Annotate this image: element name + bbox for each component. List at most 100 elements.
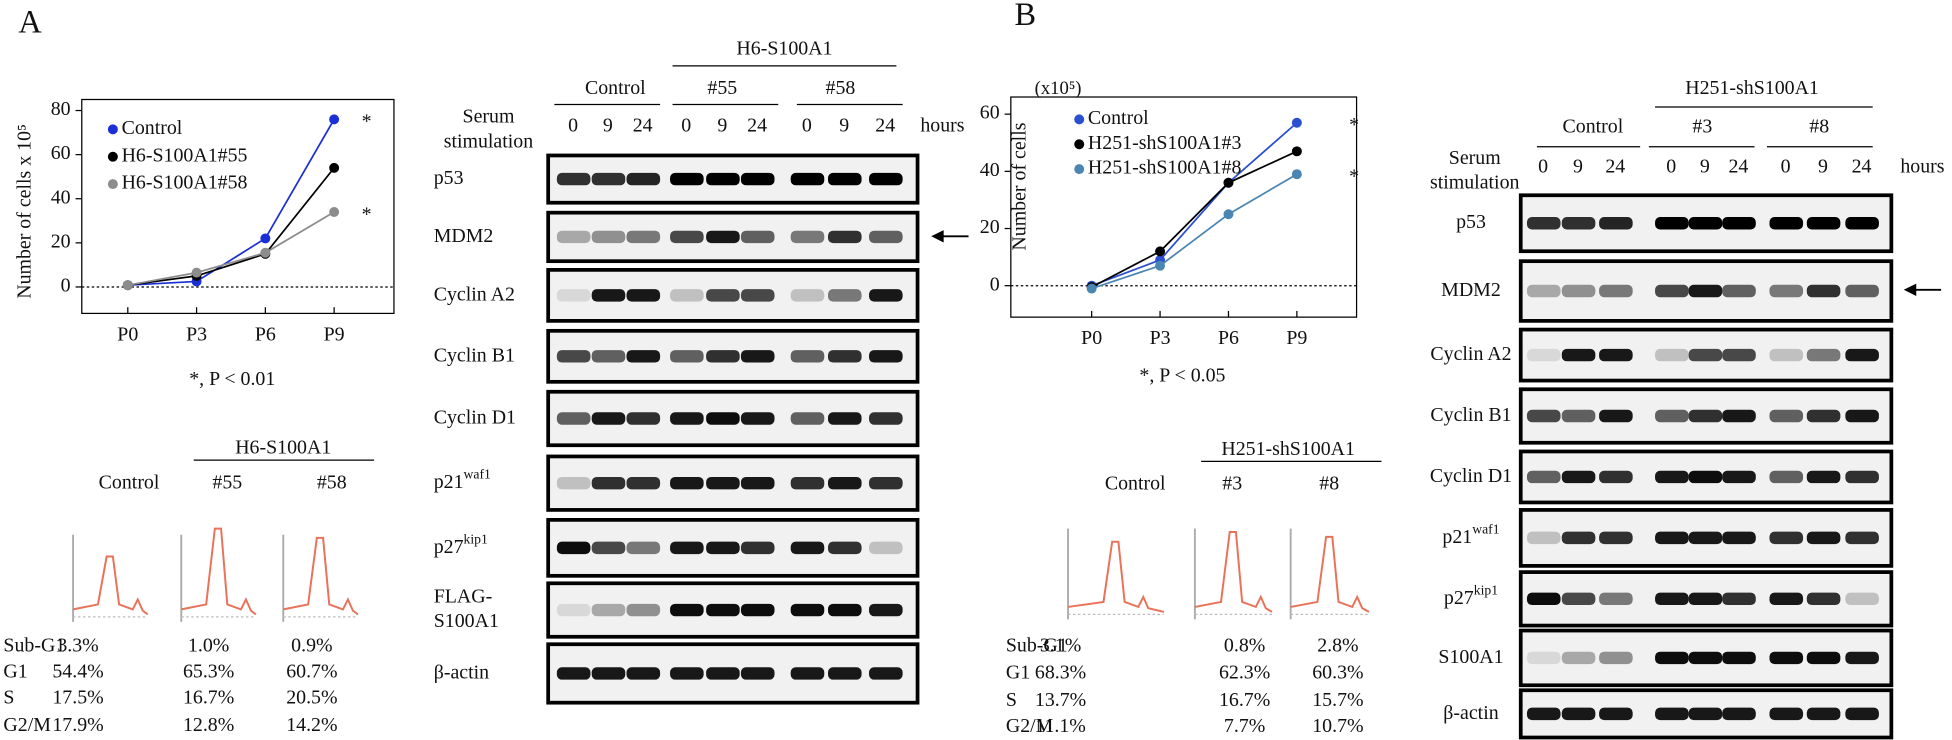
blot-band xyxy=(1526,707,1561,721)
blot-band xyxy=(1526,470,1561,484)
blot-band xyxy=(1599,651,1633,665)
blot-band xyxy=(706,603,740,617)
blot-band xyxy=(670,541,704,555)
y-tick-label: 60 xyxy=(51,142,71,164)
blot-band xyxy=(1688,531,1723,545)
blot-band xyxy=(740,350,775,363)
legend-marker xyxy=(107,179,118,190)
blot-band xyxy=(869,289,903,302)
blot-label: MDM2 xyxy=(434,224,494,246)
series-line xyxy=(1091,150,1298,288)
data-point xyxy=(329,206,340,217)
data-point xyxy=(1155,246,1166,257)
column-label: Control xyxy=(99,471,160,493)
blot-band xyxy=(1561,651,1596,665)
blot-band xyxy=(1526,531,1561,545)
blot-label: p21waf1 xyxy=(1442,522,1499,548)
blot-band xyxy=(869,412,903,425)
blot-band xyxy=(1688,592,1723,606)
phase-value: 15.7% xyxy=(1312,689,1363,711)
blot-label-text: p27 xyxy=(434,535,464,557)
blot-band xyxy=(1722,470,1756,484)
phase-value: 65.3% xyxy=(183,660,234,682)
blot-band xyxy=(706,667,740,680)
blot-band xyxy=(1845,348,1879,362)
blot-band xyxy=(790,541,825,555)
blot-band xyxy=(706,541,740,555)
plot-frame xyxy=(1010,96,1358,318)
y-tick-label: 60 xyxy=(980,102,1000,124)
legend-label: H6-S100A1#58 xyxy=(122,172,248,194)
blot-band xyxy=(556,230,591,244)
phase-value: 17.9% xyxy=(52,714,103,736)
data-point xyxy=(260,233,271,244)
blot-band xyxy=(869,667,903,680)
blot-band xyxy=(1769,592,1804,606)
blot-band xyxy=(790,603,825,617)
blot-band xyxy=(706,476,740,490)
blot-label-text: FLAG- xyxy=(434,585,493,607)
lane-label: 0 xyxy=(802,114,812,136)
lane-label: 0 xyxy=(681,114,691,136)
legend-label: H6-S100A1#55 xyxy=(122,144,248,166)
blot-band xyxy=(828,412,862,425)
y-tick-label: 20 xyxy=(980,216,1000,238)
lane-label: 9 xyxy=(1818,155,1828,177)
blot-label: Cyclin B1 xyxy=(434,344,515,366)
blot-label-text: S100A1 xyxy=(1438,645,1503,667)
blot-band xyxy=(670,412,704,425)
blot-band xyxy=(1599,531,1633,545)
column-label: #8 xyxy=(1319,473,1339,495)
blot-band xyxy=(626,289,661,302)
phase-value: 1.0% xyxy=(188,634,229,656)
blot-label: MDM2 xyxy=(1441,279,1501,301)
blot-band xyxy=(626,412,661,425)
blot-band xyxy=(1722,592,1756,606)
blot-band xyxy=(869,541,903,555)
legend-marker xyxy=(1074,139,1085,150)
blot-band xyxy=(1561,707,1596,721)
x-tick-label: P6 xyxy=(255,323,276,345)
phase-value: 0.8% xyxy=(1224,634,1265,656)
arrow-head xyxy=(1903,283,1917,296)
x-tick-label: P3 xyxy=(186,323,207,345)
blot-band xyxy=(1845,651,1879,665)
blot-band xyxy=(740,541,775,555)
blot-band xyxy=(1806,217,1841,230)
blot-band xyxy=(626,350,661,363)
blot-band xyxy=(591,541,626,555)
blot-band xyxy=(706,412,740,425)
phase-value: 17.5% xyxy=(52,687,103,709)
blot-band xyxy=(828,350,862,363)
phase-value: 54.4% xyxy=(52,660,103,682)
blot-label-text: MDM2 xyxy=(1441,279,1501,301)
group-title: H6-S100A1 xyxy=(235,437,331,459)
annotation: * xyxy=(1349,114,1359,136)
blot-band xyxy=(828,230,862,244)
blot-band xyxy=(556,412,591,425)
column-label: #58 xyxy=(317,471,347,493)
blot-label: p27kip1 xyxy=(1444,583,1498,609)
blot-band xyxy=(670,289,704,302)
histogram-curve xyxy=(72,555,149,616)
blot-band xyxy=(1769,470,1804,484)
blot-band xyxy=(591,350,626,363)
blot-band xyxy=(828,476,862,490)
blot-label: p53 xyxy=(434,167,464,189)
blot-label-text: Cyclin A2 xyxy=(434,283,515,305)
phase-value: 20.5% xyxy=(286,687,337,709)
blot-band xyxy=(1845,531,1879,545)
data-point xyxy=(1291,169,1302,180)
phase-value: 16.7% xyxy=(1219,689,1270,711)
data-point xyxy=(1086,283,1097,294)
phase-value: 13.7% xyxy=(1035,689,1086,711)
blot-band xyxy=(790,667,825,680)
blot-band xyxy=(1722,707,1756,721)
phase-value: 62.3% xyxy=(1219,662,1270,684)
lane-label: 24 xyxy=(1852,155,1872,177)
blot-band xyxy=(556,289,591,302)
blot-band xyxy=(1845,592,1879,606)
blot-band xyxy=(1688,470,1723,484)
blot-label-text: β-actin xyxy=(434,661,489,683)
